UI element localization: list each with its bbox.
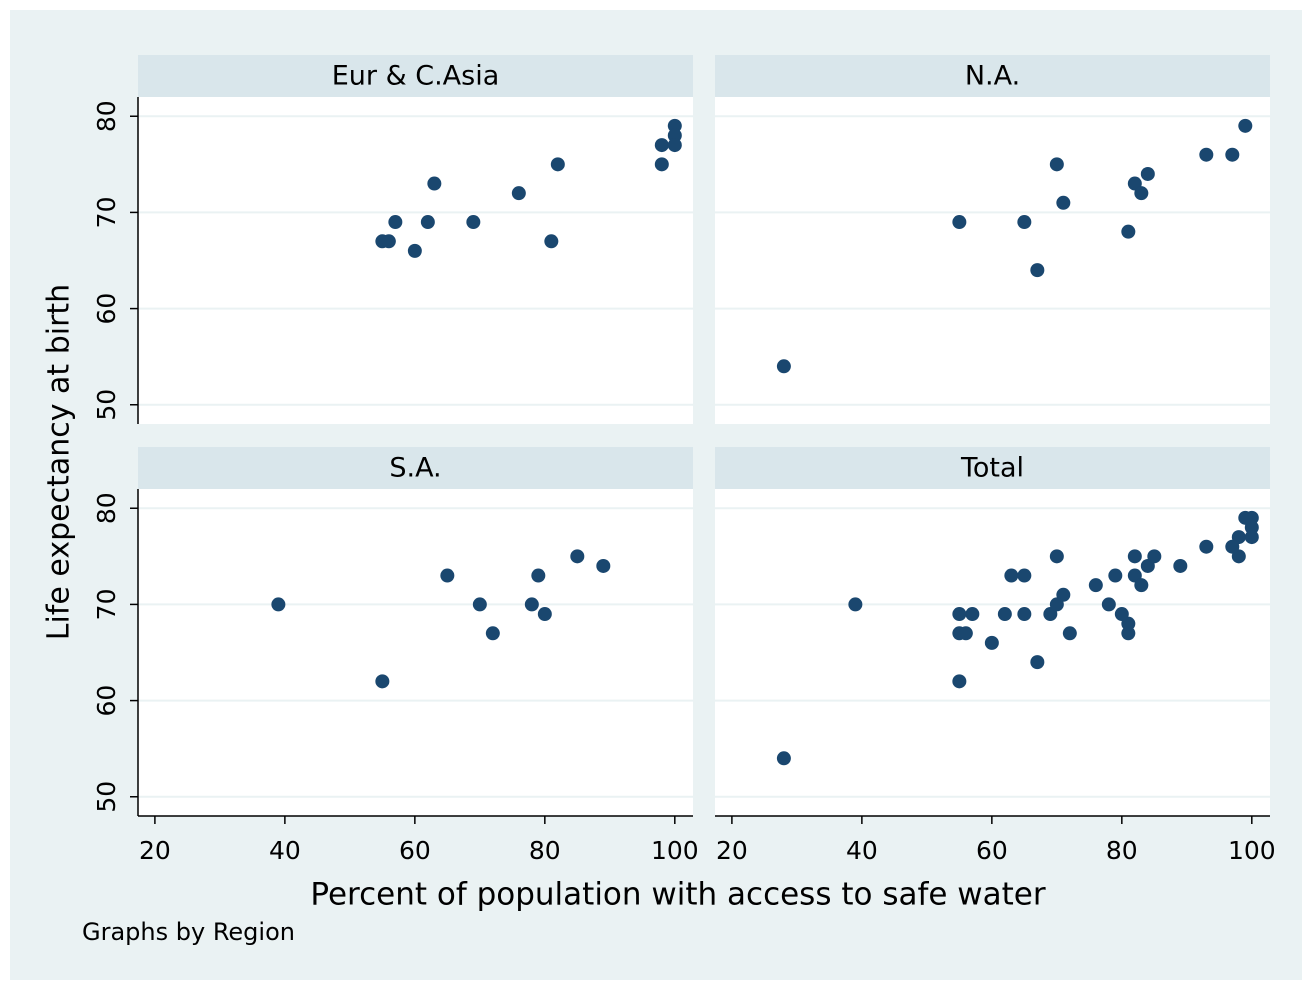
point xyxy=(427,176,442,191)
point xyxy=(485,626,500,641)
plot-area xyxy=(715,97,1270,424)
y-tick-label: 60 xyxy=(92,685,121,717)
point xyxy=(667,128,682,143)
point xyxy=(1062,626,1077,641)
plot-area xyxy=(715,489,1270,816)
point xyxy=(472,597,487,612)
point xyxy=(1101,597,1116,612)
point xyxy=(984,635,999,650)
point xyxy=(667,138,682,153)
x-tick-label: 40 xyxy=(846,836,878,865)
strip xyxy=(138,55,693,97)
point xyxy=(531,568,546,583)
panel-title: S.A. xyxy=(389,453,441,484)
point xyxy=(776,359,791,374)
y-tick-label: 50 xyxy=(92,781,121,813)
strip xyxy=(715,447,1270,489)
point xyxy=(544,234,559,249)
point xyxy=(466,215,481,230)
point xyxy=(596,558,611,573)
note: Graphs by Region xyxy=(82,918,295,946)
point xyxy=(271,597,286,612)
y-axis-label: Life expectancy at birth xyxy=(42,284,77,640)
point xyxy=(524,597,539,612)
point xyxy=(1225,147,1240,162)
point xyxy=(952,607,967,622)
point xyxy=(848,597,863,612)
point xyxy=(407,243,422,258)
point xyxy=(1030,655,1045,670)
point xyxy=(511,186,526,201)
x-tick-label: 60 xyxy=(976,836,1008,865)
point xyxy=(1114,607,1129,622)
point xyxy=(550,157,565,172)
point xyxy=(1173,558,1188,573)
point xyxy=(952,215,967,230)
point xyxy=(1199,147,1214,162)
x-tick-label: 20 xyxy=(139,836,171,865)
point xyxy=(965,607,980,622)
point xyxy=(1088,578,1103,593)
strip xyxy=(715,55,1270,97)
point xyxy=(654,157,669,172)
point xyxy=(1017,215,1032,230)
x-tick-label: 60 xyxy=(399,836,431,865)
point xyxy=(1134,186,1149,201)
panel-title: N.A. xyxy=(965,61,1020,92)
point xyxy=(1140,166,1155,181)
point xyxy=(381,234,396,249)
point xyxy=(537,607,552,622)
panel-title: Total xyxy=(960,453,1024,484)
point xyxy=(375,674,390,689)
point xyxy=(1017,568,1032,583)
x-tick-label: 20 xyxy=(716,836,748,865)
y-tick-label: 80 xyxy=(92,492,121,524)
point xyxy=(1121,626,1136,641)
point xyxy=(1049,549,1064,564)
point xyxy=(440,568,455,583)
point xyxy=(1244,530,1259,545)
x-tick-label: 100 xyxy=(651,836,699,865)
y-tick-label: 70 xyxy=(92,197,121,229)
point xyxy=(1225,539,1240,554)
x-tick-label: 80 xyxy=(1106,836,1138,865)
point xyxy=(388,215,403,230)
y-tick-label: 70 xyxy=(92,589,121,621)
point xyxy=(1121,224,1136,239)
x-tick-label: 100 xyxy=(1228,836,1276,865)
x-axis-label: Percent of population with access to saf… xyxy=(310,877,1046,913)
x-tick-label: 40 xyxy=(269,836,301,865)
point xyxy=(654,138,669,153)
point xyxy=(1004,568,1019,583)
point xyxy=(1147,549,1162,564)
point xyxy=(997,607,1012,622)
point xyxy=(1238,118,1253,133)
point xyxy=(952,674,967,689)
point xyxy=(958,626,973,641)
point xyxy=(1134,578,1149,593)
point xyxy=(1238,510,1253,525)
point xyxy=(667,118,682,133)
point xyxy=(1199,539,1214,554)
plot-area xyxy=(138,97,693,424)
y-tick-label: 80 xyxy=(92,100,121,132)
panel-title: Eur & C.Asia xyxy=(332,61,500,92)
point xyxy=(1049,597,1064,612)
point xyxy=(1030,263,1045,278)
x-tick-label: 80 xyxy=(529,836,561,865)
point xyxy=(1049,157,1064,172)
y-tick-label: 60 xyxy=(92,293,121,325)
y-tick-label: 50 xyxy=(92,389,121,421)
point xyxy=(420,215,435,230)
point xyxy=(1017,607,1032,622)
point xyxy=(1056,195,1071,210)
point xyxy=(1108,568,1123,583)
point xyxy=(776,751,791,766)
point xyxy=(570,549,585,564)
strip xyxy=(138,447,693,489)
plot-area xyxy=(138,489,693,816)
point xyxy=(1127,549,1142,564)
